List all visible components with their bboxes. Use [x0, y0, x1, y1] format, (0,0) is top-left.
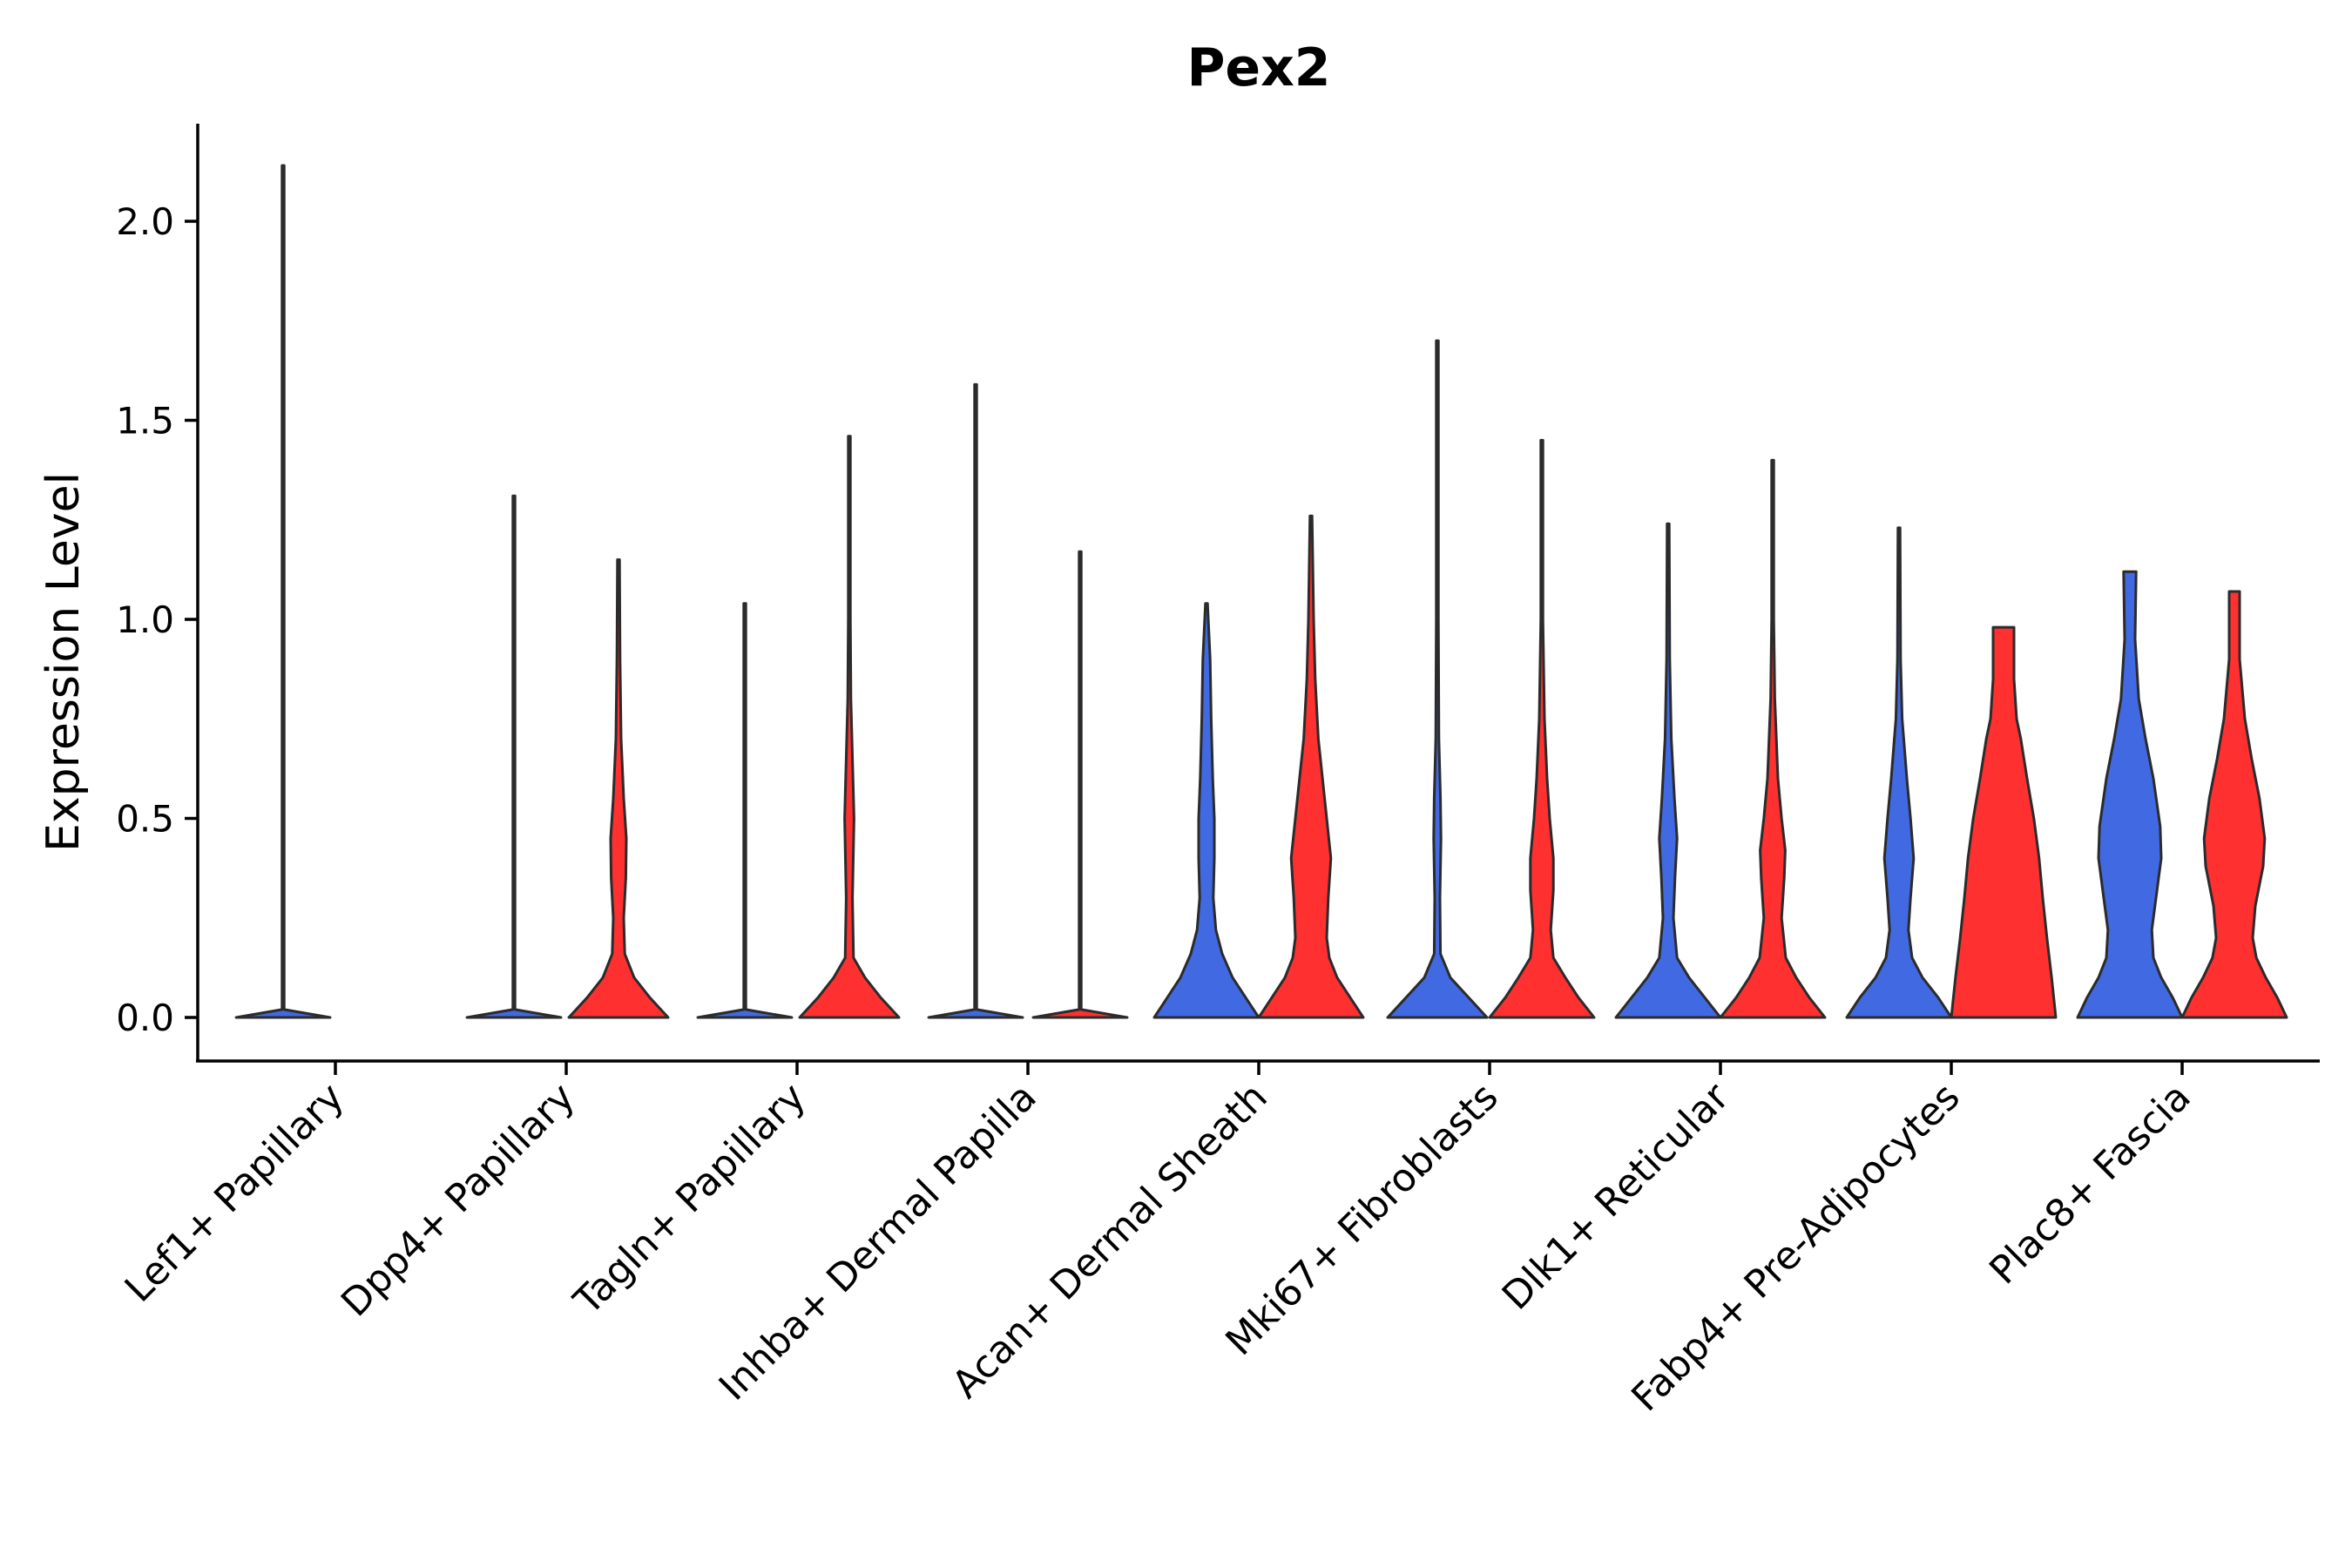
violins-group — [234, 164, 2288, 1019]
violin-right-1 — [567, 558, 670, 1019]
violin-right-7 — [1950, 625, 2058, 1019]
y-tick-label: 0.0 — [116, 997, 174, 1039]
y-ticks-group: 0.0 0.5 1.0 1.5 2.0 — [116, 200, 198, 1039]
violin-left-1 — [465, 494, 563, 1019]
violin-left-2 — [696, 602, 794, 1019]
violin-right-3 — [1031, 550, 1129, 1019]
y-tick-label: 1.0 — [116, 598, 174, 641]
y-tick-label: 2.0 — [116, 200, 174, 243]
violin-right-2 — [798, 435, 901, 1019]
violin-right-6 — [1719, 458, 1827, 1019]
y-tick-label: 1.5 — [116, 400, 174, 443]
violin-left-0 — [234, 164, 332, 1019]
violin-left-7 — [1845, 526, 1953, 1019]
violin-right-5 — [1488, 438, 1596, 1019]
violin-left-8 — [2076, 570, 2184, 1019]
y-axis-label: Expression Level — [37, 472, 90, 852]
violin-left-6 — [1614, 522, 1722, 1019]
violin-right-4 — [1257, 514, 1365, 1019]
violin-left-5 — [1386, 339, 1489, 1019]
violin-left-4 — [1152, 602, 1260, 1019]
chart-title: Pex2 — [1186, 37, 1330, 98]
y-tick-label: 0.5 — [116, 798, 174, 841]
violin-left-3 — [927, 382, 1024, 1019]
violin-right-8 — [2180, 590, 2288, 1019]
